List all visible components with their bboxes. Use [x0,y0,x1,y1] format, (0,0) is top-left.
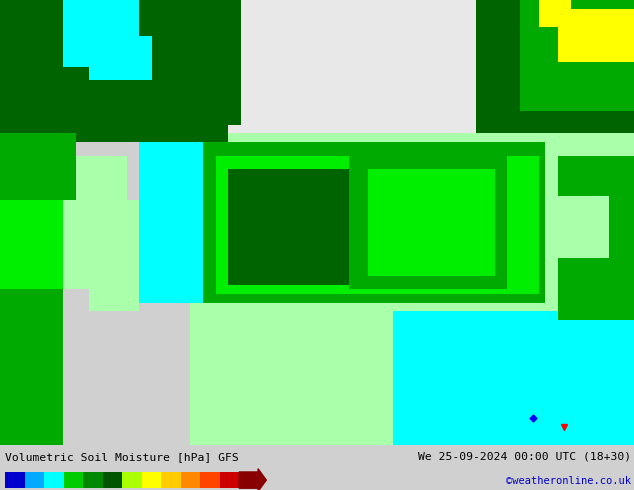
Polygon shape [412,320,634,436]
Polygon shape [203,312,380,436]
FancyArrow shape [239,469,266,490]
Polygon shape [368,169,495,276]
Polygon shape [0,0,76,200]
Polygon shape [393,312,634,445]
Polygon shape [63,0,241,124]
Polygon shape [545,143,634,338]
Bar [25,472,44,488]
Bar [44,472,63,488]
Polygon shape [13,0,76,178]
Polygon shape [139,143,203,302]
Bar [5,472,25,488]
Polygon shape [564,214,602,249]
Polygon shape [0,0,13,133]
Polygon shape [0,133,76,200]
Polygon shape [520,0,634,111]
Bar [63,472,83,488]
Polygon shape [76,67,228,143]
Bar [219,472,239,488]
Polygon shape [349,156,507,289]
Text: ©weatheronline.co.uk: ©weatheronline.co.uk [506,476,631,487]
Polygon shape [228,169,349,285]
Polygon shape [0,200,63,445]
Polygon shape [203,143,634,302]
Polygon shape [558,9,634,62]
Polygon shape [190,302,393,445]
Bar [103,472,122,488]
Bar [122,472,141,488]
Polygon shape [63,0,139,67]
Polygon shape [152,169,190,285]
Bar [181,472,200,488]
Text: We 25-09-2024 00:00 UTC (18+30): We 25-09-2024 00:00 UTC (18+30) [418,452,631,462]
Polygon shape [241,374,292,400]
Bar [161,472,181,488]
Polygon shape [89,36,152,80]
Polygon shape [552,196,609,258]
Bar [141,472,161,488]
Bar [200,472,219,488]
Polygon shape [190,133,634,312]
Bar [83,472,103,488]
Polygon shape [89,200,139,312]
Polygon shape [216,156,539,294]
Polygon shape [254,187,330,267]
Polygon shape [0,200,89,289]
Polygon shape [539,0,571,26]
Polygon shape [222,0,476,143]
Polygon shape [0,222,13,334]
Polygon shape [63,156,127,289]
Polygon shape [476,0,634,133]
Text: Volumetric Soil Moisture [hPa] GFS: Volumetric Soil Moisture [hPa] GFS [5,452,239,462]
Polygon shape [558,156,634,329]
